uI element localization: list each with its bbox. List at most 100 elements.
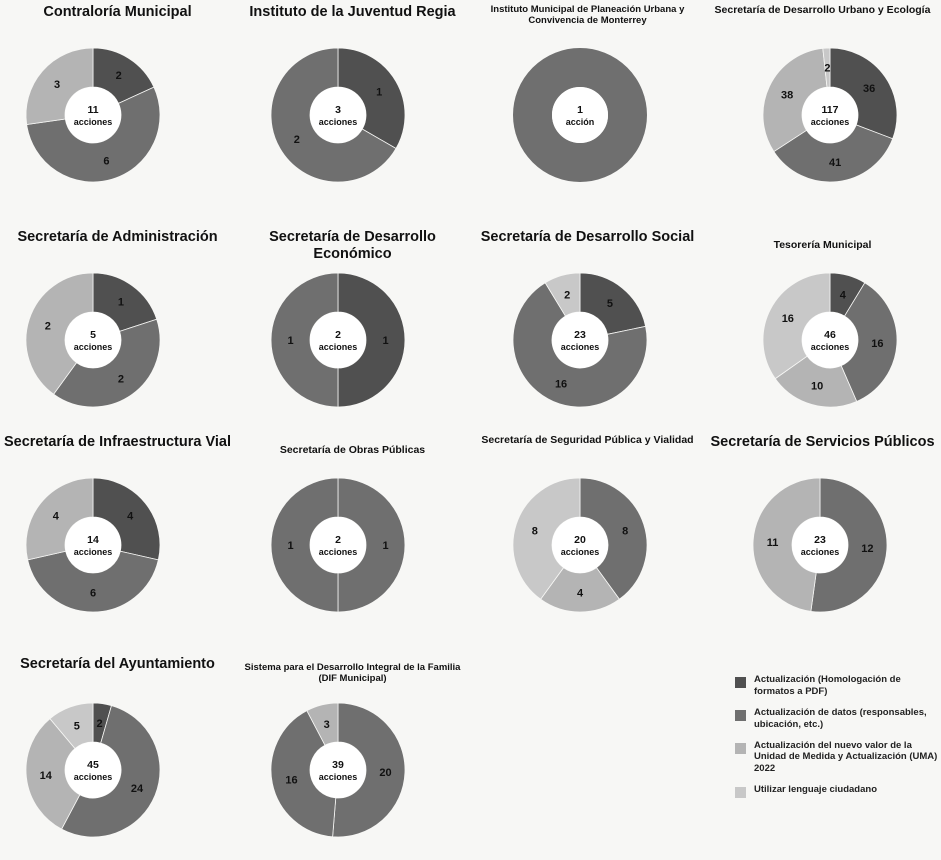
slice-value-label: 11	[767, 537, 779, 549]
panel-implan: Instituto Municipal de Planeación Urbana…	[470, 0, 705, 210]
legend-label: Actualización del nuevo valor de la Unid…	[754, 739, 938, 775]
slice-value-label: 20	[379, 767, 391, 779]
slice-value-label: 4	[127, 510, 134, 522]
legend-swatch	[735, 787, 746, 799]
slice-value-label: 2	[564, 289, 570, 301]
center-unit-label: acciones	[74, 547, 113, 557]
donut-hole	[65, 517, 121, 573]
donut-slice	[810, 477, 888, 613]
donut-hole	[552, 517, 608, 573]
slice-value-label: 2	[824, 63, 830, 75]
slice-value-label: 3	[54, 79, 60, 91]
panel-juventud: Instituto de la Juventud Regia 1 2 3 accion…	[235, 0, 470, 210]
legend-label: Actualización de datos (responsables, ub…	[754, 706, 927, 730]
slice-value-label: 4	[577, 588, 584, 600]
slice-value-label: 8	[532, 525, 538, 537]
slice-value-label: 8	[622, 525, 628, 537]
slice-value-label: 1	[287, 540, 293, 552]
panel-contraloria: Contraloría Municipal 2 6 3 11 acciones	[0, 0, 235, 210]
panel-desarrollo-social: Secretaría de Desarrollo Social 5 16 2 23 ac…	[470, 225, 705, 435]
center-unit-label: acciones	[801, 547, 840, 557]
slice-value-label: 1	[382, 335, 388, 347]
chart-title: Secretaría de Obras Públicas	[279, 444, 426, 456]
slice-value-label: 2	[118, 373, 124, 385]
donut-hole	[310, 312, 366, 368]
panel-tesoreria: Tesorería Municipal 4 16 10 16 46 acciones	[705, 225, 940, 435]
donut-hole	[310, 742, 366, 798]
center-count-label: 2	[335, 329, 341, 341]
donut-hole	[552, 312, 608, 368]
donut-hole	[802, 87, 858, 143]
slice-value-label: 16	[555, 379, 567, 391]
panel-dif: Sistema para el Desarrollo Integral de l…	[235, 650, 470, 860]
center-unit-label: acciones	[811, 117, 850, 127]
donut-slice	[773, 124, 894, 183]
slice-value-label: 1	[118, 297, 124, 309]
center-count-label: 14	[87, 534, 99, 546]
slice-value-label: 12	[861, 543, 873, 555]
center-unit-label: acción	[566, 117, 595, 127]
slice-value-label: 41	[829, 157, 841, 169]
chart-title: Secretaría de Infraestructura Vial	[3, 434, 231, 450]
panel-desarrollo-economico: Secretaría de Desarrollo Económico 1 1 2 ac…	[235, 225, 470, 435]
slice-value-label: 6	[90, 588, 96, 600]
center-unit-label: acciones	[319, 772, 358, 782]
chart-title: Instituto de la Juventud Regia	[249, 4, 456, 20]
chart-title: Secretaría de Servicios Públicos	[710, 434, 935, 450]
chart-title: Secretaría de Desarrollo Social	[480, 229, 695, 245]
donut-hole	[65, 742, 121, 798]
center-count-label: 11	[87, 104, 98, 116]
slice-value-label: 16	[782, 313, 794, 325]
center-count-label: 3	[335, 104, 341, 116]
panel-administracion: Secretaría de Administración 1 2 2 5 accione…	[0, 225, 235, 435]
donut-hole	[310, 517, 366, 573]
legend-item: Utilizar lenguaje ciudadano	[735, 784, 940, 799]
legend-label: Utilizar lenguaje ciudadano	[754, 784, 877, 796]
center-unit-label: acciones	[811, 342, 850, 352]
center-count-label: 45	[87, 759, 99, 771]
slice-value-label: 10	[811, 381, 823, 393]
slice-value-label: 36	[863, 83, 875, 95]
legend-item: Actualización de datos (responsables, ub…	[735, 707, 940, 731]
center-unit-label: acciones	[319, 117, 358, 127]
chart-title: Secretaría de Administración	[17, 229, 218, 245]
legend-item: Actualización (Homologación de formatos …	[735, 674, 940, 698]
chart-title: Secretaría de Desarrollo Económico	[269, 229, 436, 263]
chart-title: Sistema para el Desarrollo Integral de l…	[244, 662, 461, 685]
slice-value-label: 1	[382, 540, 388, 552]
slice-value-label: 4	[840, 289, 847, 301]
chart-title: Secretaría de Desarrollo Urbano y Ecolog…	[714, 4, 931, 16]
slice-value-label: 2	[294, 134, 300, 146]
legend-swatch	[735, 677, 746, 688]
panel-ayuntamiento: Secretaría del Ayuntamiento 2 24 14 5 45 acci…	[0, 650, 235, 860]
slice-value-label: 2	[116, 70, 122, 82]
panel-obras-publicas: Secretaría de Obras Públicas 1 1 2 acciones	[235, 430, 470, 640]
slice-value-label: 16	[871, 338, 883, 350]
slice-value-label: 1	[287, 335, 293, 347]
center-unit-label: acciones	[319, 342, 358, 352]
panel-seguridad-publica: Secretaría de Seguridad Pública y Vialid…	[470, 430, 705, 640]
center-count-label: 117	[822, 104, 839, 116]
donut-hole	[65, 87, 121, 143]
chart-title: Secretaría del Ayuntamiento	[20, 656, 215, 672]
slice-value-label: 1	[376, 86, 382, 98]
chart-legend: Actualización (Homologación de formatos …	[735, 674, 940, 807]
center-unit-label: acciones	[74, 342, 113, 352]
slice-value-label: 2	[45, 320, 51, 332]
panel-servicios-publicos: Secretaría de Servicios Públicos 12 11 23 a…	[705, 430, 940, 640]
donut-slice	[92, 477, 161, 561]
donut-hole	[65, 312, 121, 368]
donut-hole	[792, 517, 848, 573]
